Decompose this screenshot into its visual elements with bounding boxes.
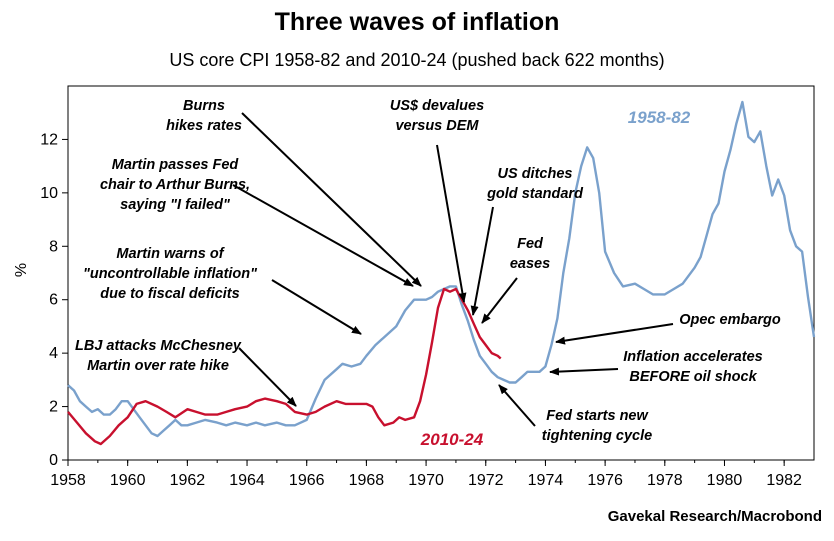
annotation-line: "uncontrollable inflation"	[83, 266, 258, 282]
annotation-text: LBJ attacks McChesney Martin over rate hi…	[75, 338, 242, 374]
annotation-arrow	[481, 277, 518, 324]
y-tick-label: 0	[49, 452, 58, 469]
annotation-line: Martin passes Fed	[112, 157, 240, 173]
annotation-arrow	[549, 367, 619, 376]
annotation-arrow	[555, 323, 674, 345]
x-tick-label: 1974	[528, 472, 564, 489]
plot-frame	[67, 85, 815, 461]
annotation-line: Burns	[183, 98, 225, 114]
annotation-line: Fed starts new	[546, 408, 649, 424]
y-tick-label: 10	[40, 185, 58, 202]
series-label: 2010-24	[420, 430, 484, 449]
annotation-line: gold standard	[486, 186, 584, 202]
annotation-text: Burns hikes rates	[166, 98, 242, 134]
annotation-line: Inflation accelerates	[623, 349, 762, 365]
x-tick-label: 1982	[766, 472, 802, 489]
x-tick-label: 1976	[587, 472, 623, 489]
annotation-arrow	[241, 112, 422, 287]
y-tick-label: 6	[49, 292, 58, 309]
annotation-line: Opec embargo	[679, 312, 781, 328]
annotation-arrow	[271, 279, 362, 335]
x-tick-label: 1970	[408, 472, 444, 489]
series-line-2010-24	[67, 287, 502, 446]
annotation-arrow	[232, 184, 414, 287]
annotation-line: chair to Arthur Burns,	[100, 177, 250, 193]
annotation-line: hikes rates	[166, 118, 242, 134]
annotation-text: US ditches gold standard	[486, 166, 584, 202]
series-label: 1958-82	[628, 108, 691, 127]
annotation-arrow	[498, 384, 536, 427]
annotation-arrow	[470, 206, 494, 316]
x-tick-label: 1972	[468, 472, 504, 489]
annotation-line: Fed	[517, 236, 544, 252]
chart-subtitle: US core CPI 1958-82 and 2010-24 (pushed …	[169, 50, 665, 70]
annotation-line: eases	[510, 256, 550, 272]
chart-title: Three waves of inflation	[274, 8, 560, 36]
annotation-arrow	[238, 347, 297, 407]
annotation-line: BEFORE oil shock	[629, 369, 757, 385]
x-tick-label: 1968	[349, 472, 385, 489]
annotation-line: saying "I failed"	[120, 197, 231, 213]
x-tick-label: 1964	[229, 472, 265, 489]
annotation-line: Martin over rate hike	[87, 358, 229, 374]
annotation-text: Fed eases	[510, 236, 550, 272]
annotation-line: LBJ attacks McChesney	[75, 338, 242, 354]
y-tick-label: 2	[49, 399, 58, 416]
annotation-text: US$ devalues versus DEM	[390, 98, 484, 134]
source-note: Gavekal Research/Macrobond	[607, 508, 822, 525]
y-axis-label: %	[13, 263, 30, 277]
annotation-arrow	[436, 144, 467, 303]
annotation-line: Martin warns of	[116, 246, 225, 262]
annotation-text: Martin passes Fed chair to Arthur Burns, s…	[100, 157, 250, 213]
annotation-line: versus DEM	[395, 118, 479, 134]
annotation-line: tightening cycle	[542, 428, 652, 444]
y-tick-label: 4	[49, 345, 58, 362]
x-tick-label: 1958	[50, 472, 86, 489]
x-tick-label: 1980	[707, 472, 743, 489]
annotation-text: Inflation accelerates BEFORE oil shock	[623, 349, 762, 385]
annotation-text: Fed starts new tightening cycle	[542, 408, 652, 444]
annotation-text: Opec embargo	[679, 312, 781, 328]
x-tick-label: 1966	[289, 472, 325, 489]
x-tick-label: 1960	[110, 472, 146, 489]
y-tick-label: 12	[40, 131, 58, 148]
series-line-1958-82	[67, 100, 816, 438]
annotation-line: due to fiscal deficits	[100, 286, 239, 302]
x-tick-label: 1962	[170, 472, 206, 489]
annotation-text: Martin warns of "uncontrollable inflation…	[83, 246, 258, 302]
x-tick-label: 1978	[647, 472, 683, 489]
y-tick-label: 8	[49, 238, 58, 255]
annotation-line: US$ devalues	[390, 98, 484, 114]
annotation-line: US ditches	[498, 166, 573, 182]
